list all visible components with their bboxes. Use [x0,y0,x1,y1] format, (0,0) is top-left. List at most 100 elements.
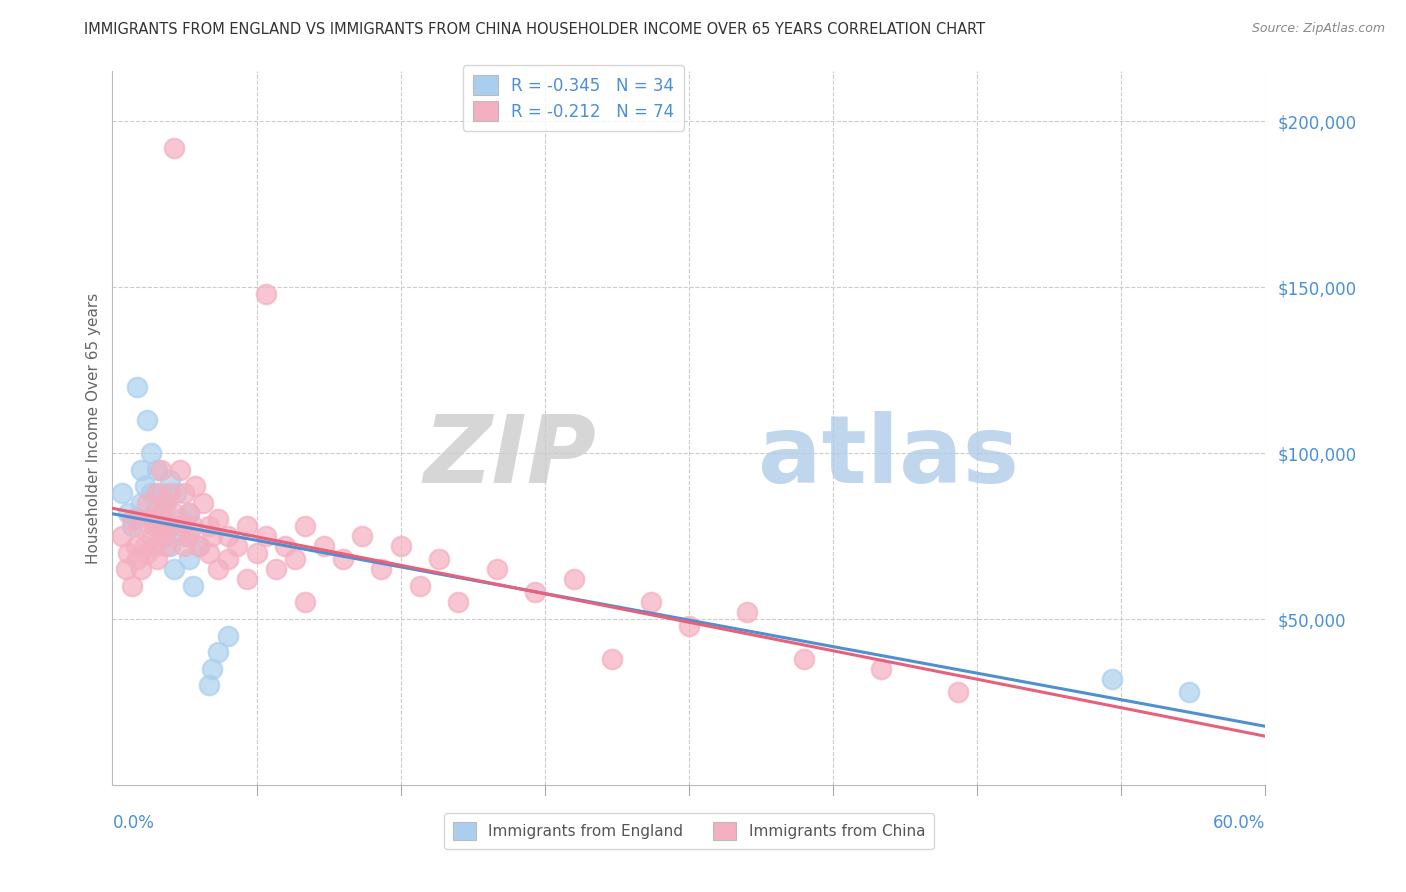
Point [169,512,191,526]
Point [127,379,149,393]
Point [139,529,162,543]
Text: atlas: atlas [758,410,1019,503]
Point [179,552,201,566]
Point [173,529,195,543]
Point [117,546,139,560]
Point [127,552,149,566]
Point [191,496,214,510]
Point [163,506,186,520]
Point [134,539,156,553]
Point [179,529,201,543]
Point [129,562,153,576]
Point [1101,672,1123,686]
Point [165,486,187,500]
Point [145,463,167,477]
Point [145,486,167,500]
Point [946,685,969,699]
Point [149,512,172,526]
Point [121,519,143,533]
Point [111,486,134,500]
Point [159,519,181,533]
Point [188,539,211,553]
Point [129,463,153,477]
Point [121,512,143,526]
Point [149,463,172,477]
Point [181,579,204,593]
Point [155,496,177,510]
Point [169,463,191,477]
Point [188,539,211,553]
Point [143,539,166,553]
Point [735,606,758,620]
Text: Source: ZipAtlas.com: Source: ZipAtlas.com [1251,22,1385,36]
Point [197,678,219,692]
Point [254,529,277,543]
Point [352,529,374,543]
Point [524,585,547,599]
Point [197,519,219,533]
Point [207,645,229,659]
Point [143,519,166,533]
Point [226,539,249,553]
Point [143,519,166,533]
Point [149,506,172,520]
Point [678,618,700,632]
Point [217,629,239,643]
Point [129,519,153,533]
Point [159,486,181,500]
Point [246,546,269,560]
Point [197,546,219,560]
Point [117,506,139,520]
Point [370,562,392,576]
Point [145,552,167,566]
Point [136,413,159,427]
Point [111,529,134,543]
Point [136,496,159,510]
Point [134,479,156,493]
Point [447,595,470,609]
Point [173,539,195,553]
Point [254,286,277,301]
Text: IMMIGRANTS FROM ENGLAND VS IMMIGRANTS FROM CHINA HOUSEHOLDER INCOME OVER 65 YEAR: IMMIGRANTS FROM ENGLAND VS IMMIGRANTS FR… [84,22,986,37]
Point [217,552,239,566]
Y-axis label: Householder Income Over 65 years: Householder Income Over 65 years [86,293,101,564]
Point [139,446,162,460]
Legend: Immigrants from England, Immigrants from China: Immigrants from England, Immigrants from… [444,813,934,848]
Point [409,579,432,593]
Point [153,496,176,510]
Point [562,572,585,586]
Point [136,546,159,560]
Point [115,562,138,576]
Point [217,529,239,543]
Text: 60.0%: 60.0% [1213,814,1265,831]
Point [640,595,662,609]
Point [793,652,815,666]
Point [155,539,177,553]
Point [163,141,186,155]
Point [179,506,201,520]
Point [1177,685,1199,699]
Point [139,486,162,500]
Point [389,539,412,553]
Point [149,486,172,500]
Point [121,579,143,593]
Point [155,519,177,533]
Point [294,595,316,609]
Point [179,506,201,520]
Point [159,473,181,487]
Point [149,519,172,533]
Point [153,529,176,543]
Point [870,662,893,676]
Point [332,552,354,566]
Point [294,519,316,533]
Point [143,506,166,520]
Point [124,512,146,526]
Point [236,519,259,533]
Point [312,539,335,553]
Point [184,479,207,493]
Point [207,562,229,576]
Point [427,552,450,566]
Point [139,512,162,526]
Point [201,529,224,543]
Text: 0.0%: 0.0% [112,814,155,831]
